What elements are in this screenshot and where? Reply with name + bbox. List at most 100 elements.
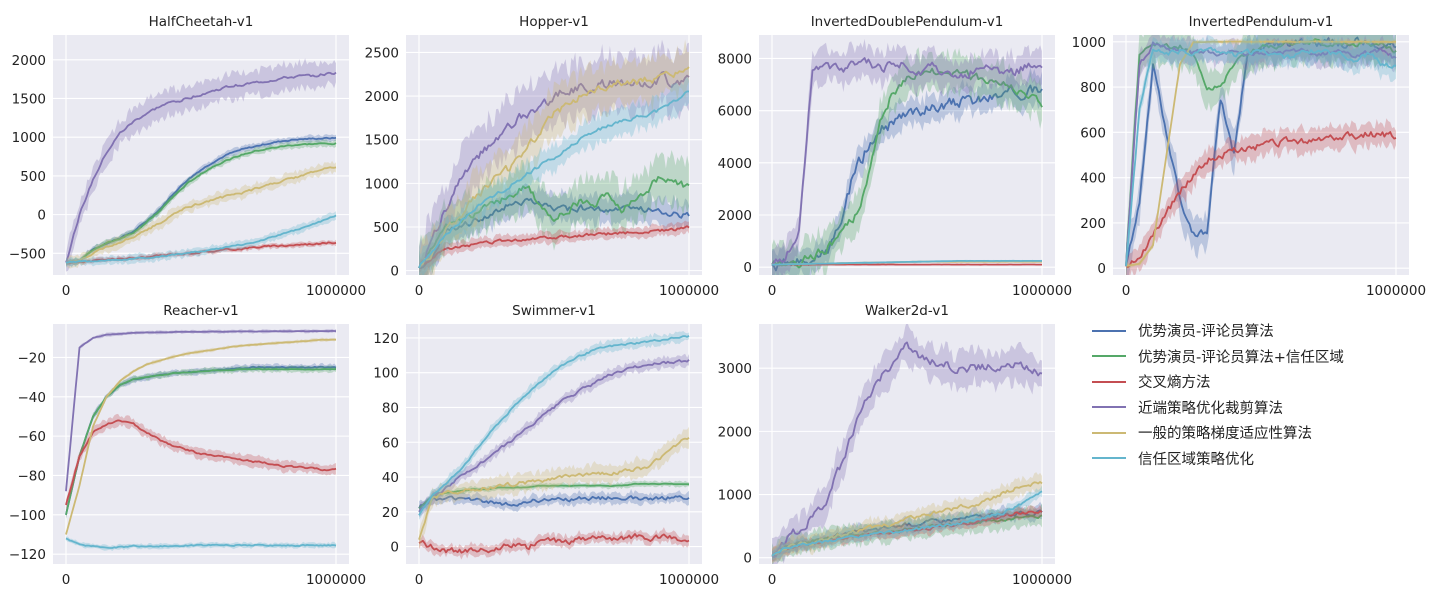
y-tick-label: 8000 — [718, 51, 752, 67]
y-tick-label: 1000 — [718, 488, 752, 504]
y-tick-label: 2000 — [718, 424, 752, 440]
series-band — [772, 47, 1042, 275]
series-band — [419, 39, 689, 275]
y-tick-label: 2000 — [365, 89, 399, 105]
x-tick-label: 1000000 — [1366, 283, 1426, 299]
chart-panel: 0 20 40 60 80 100 120 0 1000000 Swimmer-v1 — [373, 303, 719, 588]
series-band — [772, 485, 1042, 561]
chart-title: Walker2d-v1 — [865, 303, 949, 319]
series-band — [419, 488, 689, 516]
series-band — [772, 504, 1042, 562]
legend-item: 近端策略优化裁剪算法 — [1092, 395, 1422, 421]
y-tick-label: 2000 — [12, 53, 46, 69]
series-line — [418, 437, 690, 540]
y-tick-label: 120 — [373, 331, 399, 347]
series-line — [65, 214, 337, 264]
series-line — [418, 359, 690, 513]
series-band — [419, 480, 689, 512]
x-tick-label: 1000000 — [659, 283, 719, 299]
legend-swatch — [1092, 406, 1126, 409]
x-tick-label: 0 — [62, 283, 71, 299]
y-tick-label: 6000 — [718, 104, 752, 120]
chart-title: Reacher-v1 — [163, 303, 238, 319]
series-group — [771, 324, 1043, 564]
series-line — [1125, 38, 1397, 266]
series-line — [771, 490, 1043, 557]
x-tick-label: 1000000 — [306, 572, 366, 588]
series-line — [419, 197, 690, 269]
series-group — [418, 39, 690, 275]
series-line — [771, 341, 1043, 558]
y-tick-label: 0 — [743, 551, 752, 567]
legend-label: 交叉熵方法 — [1138, 375, 1211, 392]
legend-swatch — [1092, 380, 1126, 383]
series-line — [65, 166, 337, 264]
series-band — [772, 67, 1042, 275]
legend-label: 优势演员-评论员算法+信任区域 — [1138, 349, 1344, 366]
chart-title: Hopper-v1 — [519, 14, 589, 30]
y-tick-label: −500 — [9, 246, 46, 262]
y-tick-label: 1000 — [12, 130, 46, 146]
chart-panel: 0 1000 2000 3000 0 1000000 Walker2d-v1 — [718, 303, 1072, 588]
series-line — [771, 57, 1043, 266]
y-tick-label: 400 — [1080, 171, 1106, 187]
plot-area — [53, 324, 349, 564]
y-tick-label: 500 — [20, 169, 46, 185]
series-line — [418, 90, 690, 269]
series-group — [418, 331, 690, 560]
series-band — [1126, 35, 1396, 275]
x-tick-label: 0 — [415, 283, 424, 299]
x-tick-label: 0 — [768, 572, 777, 588]
y-tick-label: 40 — [382, 470, 399, 486]
y-tick-label: 1000 — [1072, 35, 1106, 51]
series-band — [66, 413, 336, 511]
chart-panel: 0 2000 4000 6000 8000 0 1000000 InvertedDoubleP… — [718, 14, 1072, 299]
y-tick-label: 600 — [1080, 125, 1106, 141]
y-tick-label: 20 — [382, 505, 399, 521]
x-tick-label: 1000000 — [659, 572, 719, 588]
series-band — [1126, 35, 1396, 275]
y-tick-label: 0 — [390, 540, 399, 556]
series-band — [419, 76, 689, 275]
y-tick-label: 0 — [37, 208, 46, 224]
series-band — [66, 160, 336, 269]
legend-item: 一般的策略梯度适应性算法 — [1092, 420, 1422, 446]
legend-swatch — [1092, 355, 1126, 358]
series-line — [418, 495, 690, 509]
series-line — [772, 259, 1042, 266]
legend-item: 交叉熵方法 — [1092, 369, 1422, 395]
y-tick-label: 1500 — [12, 91, 46, 107]
series-line — [65, 330, 337, 492]
series-line — [65, 71, 337, 263]
series-band — [66, 58, 336, 272]
y-tick-label: 0 — [1097, 261, 1106, 277]
series-line — [1125, 131, 1397, 269]
y-tick-label: 0 — [390, 264, 399, 280]
y-tick-label: −80 — [18, 468, 47, 484]
series-group — [1125, 35, 1397, 275]
series-band — [1126, 35, 1396, 274]
x-tick-label: 0 — [415, 572, 424, 588]
x-tick-label: 1000000 — [1012, 572, 1072, 588]
y-tick-label: −60 — [18, 429, 47, 445]
legend-swatch — [1092, 457, 1126, 460]
series-line — [65, 142, 337, 264]
series-band — [419, 331, 689, 520]
chart-title: InvertedDoublePendulum-v1 — [811, 14, 1004, 30]
series-group — [65, 328, 337, 551]
chart-panel: −500 0 500 1000 1500 2000 0 1000000 HalfCheetah-… — [9, 14, 366, 299]
y-tick-label: 1000 — [365, 176, 399, 192]
chart-title: HalfCheetah-v1 — [149, 14, 254, 30]
plot-area — [406, 35, 702, 275]
legend-label: 信任区域策略优化 — [1138, 451, 1254, 468]
x-tick-label: 1000000 — [1012, 283, 1072, 299]
legend-label: 近端策略优化裁剪算法 — [1138, 400, 1283, 417]
y-tick-label: −120 — [9, 547, 46, 563]
chart-panel: 0 500 1000 1500 2000 2500 0 1000000 Hopper-v1 — [365, 14, 719, 299]
series-line — [1125, 46, 1397, 266]
legend-item: 信任区域策略优化 — [1092, 446, 1422, 472]
series-line — [418, 66, 690, 269]
chart-panel: 0 200 400 600 800 1000 0 1000000 InvertedPendulu… — [1072, 14, 1426, 299]
y-tick-label: 80 — [382, 400, 399, 416]
y-tick-label: 500 — [373, 220, 399, 236]
